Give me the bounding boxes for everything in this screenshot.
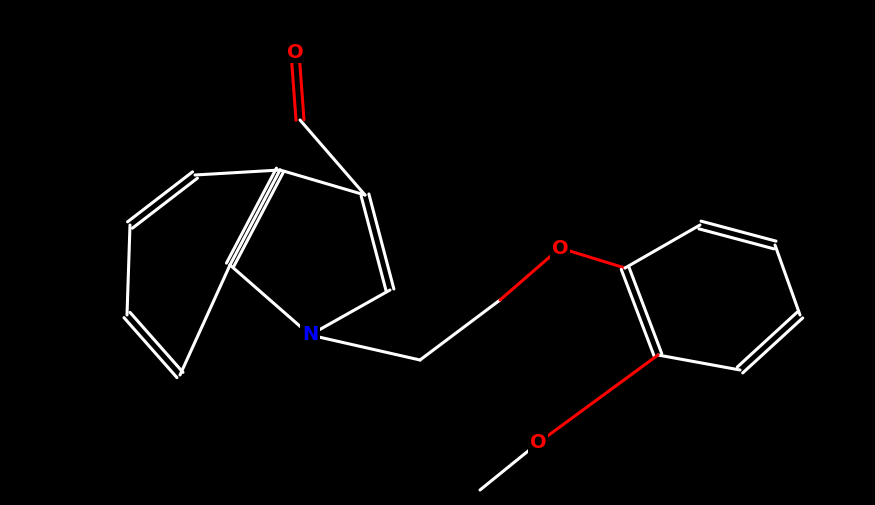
Text: O: O bbox=[529, 433, 546, 452]
Text: N: N bbox=[302, 326, 318, 344]
Text: O: O bbox=[287, 42, 304, 62]
Text: O: O bbox=[552, 238, 569, 258]
